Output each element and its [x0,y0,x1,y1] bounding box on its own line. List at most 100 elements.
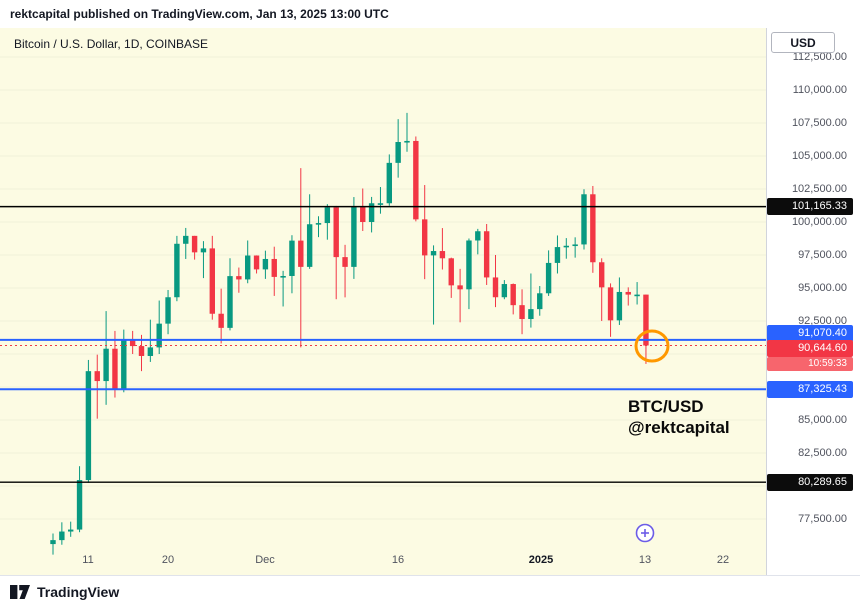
tradingview-logo-icon[interactable] [10,584,30,599]
price-tick-label: 82,500.00 [798,447,847,459]
footer-bar: TradingView [0,575,860,607]
candle-down [94,354,100,419]
candle-up [59,522,65,545]
candle-down [253,255,260,274]
candle-down [439,228,446,270]
candle-down [643,294,649,364]
candle-down [457,268,463,323]
candle-up [156,300,162,354]
candle-up [289,235,295,294]
price-tick-label: 92,500.00 [798,315,847,327]
price-tick-label: 107,500.00 [791,117,847,129]
candle-up [475,228,481,255]
candle-down [218,288,224,344]
candle-up [386,154,392,206]
candle-down [492,255,499,308]
price-tick-label: 77,500.00 [798,513,847,525]
candle-up [572,237,578,258]
candle-down [590,185,596,273]
time-tick-label: 16 [391,554,405,566]
symbol-legend[interactable]: Bitcoin / U.S. Dollar, 1D, COINBASE [14,37,209,51]
candle-down [422,185,428,280]
candle-up [50,533,56,555]
candle-down [607,283,614,337]
candle-down [112,330,118,398]
candle-down [191,235,198,260]
candle-up [554,235,561,274]
plus-circle-marker-icon[interactable] [635,523,655,543]
price-axis[interactable]: USD 112,500.00 110,000.00 107,500.00 105,00… [766,28,860,575]
currency-usd-button[interactable]: USD [771,32,835,53]
candle-down [510,283,516,315]
time-axis[interactable]: 11 20 Dec 16 2025 13 22 [0,549,767,575]
candle-up [466,238,472,310]
price-tick-label: 102,500.00 [791,183,847,195]
publish-banner: rektcapital published on TradingView.com… [0,0,860,28]
price-badge: 87,325.43 [767,380,853,398]
candle-up [68,521,74,537]
candle-down [599,258,605,321]
candle-up [430,245,437,325]
time-tick-label: Dec [255,554,275,566]
time-tick-label: 11 [82,554,94,566]
candle-up [395,119,401,178]
orange-circle-annotation[interactable] [634,329,670,363]
time-tick-label: 22 [716,554,730,566]
tradingview-brand-link[interactable]: TradingView [37,583,120,600]
publish-banner-text: rektcapital published on TradingView.com… [10,7,389,21]
candle-up [227,258,233,331]
candle-down [129,330,136,354]
candle-up [174,235,180,302]
candle-down [483,223,490,285]
candle-up [368,196,375,233]
candle-up [280,270,286,307]
candle-up [377,187,384,214]
chart-annotation: BTC/USD @rektcapital [628,396,730,438]
price-tick-label: 112,500.00 [792,51,847,63]
price-badge: 91,070.40 [767,325,853,343]
price-tick-label: 105,000.00 [791,150,847,162]
candle-down [625,287,631,306]
candle-up [315,216,322,238]
annotation-handle-text: @rektcapital [628,418,730,437]
candle-up [76,466,83,533]
time-tick-label: 20 [161,554,175,566]
candle-up [634,282,640,305]
candle-up [545,250,552,296]
candle-up [537,286,543,316]
candle-down [298,168,304,348]
price-badge: 90,644.60 [767,339,853,357]
price-tick-label: 95,000.00 [798,282,847,294]
candle-up [581,189,587,250]
candle-up [501,280,508,300]
chart-area: Bitcoin / U.S. Dollar, 1D, COINBASE BTC/… [0,28,860,575]
candle-up [563,238,569,259]
price-tick-label: 100,000.00 [791,216,847,228]
candle-down [413,136,419,222]
price-badge: 80,289.65 [767,473,853,491]
candle-up [404,112,410,152]
candle-up [262,250,269,279]
price-badge: 101,165.33 [767,198,853,216]
time-tick-label: 13 [638,554,652,566]
candle-down [209,235,215,320]
candle-down [271,246,277,296]
candle-up [306,194,313,269]
annotation-symbol-text: BTC/USD [628,397,704,416]
candle-up [616,277,623,325]
candle-down [333,205,339,300]
candle-down [519,289,525,335]
candle-up [165,289,171,335]
price-tick-label: 110,000.00 [792,84,847,96]
candle-down [138,334,145,372]
candle-up [85,359,92,483]
price-chart[interactable] [0,28,767,575]
candle-up [351,197,357,279]
bar-countdown: 10:59:33 [767,356,853,371]
price-tick-label: 85,000.00 [798,414,847,426]
price-tick-label: 97,500.00 [798,249,847,261]
candle-up [103,311,109,405]
candle-up [245,240,251,284]
candle-down [448,257,454,298]
